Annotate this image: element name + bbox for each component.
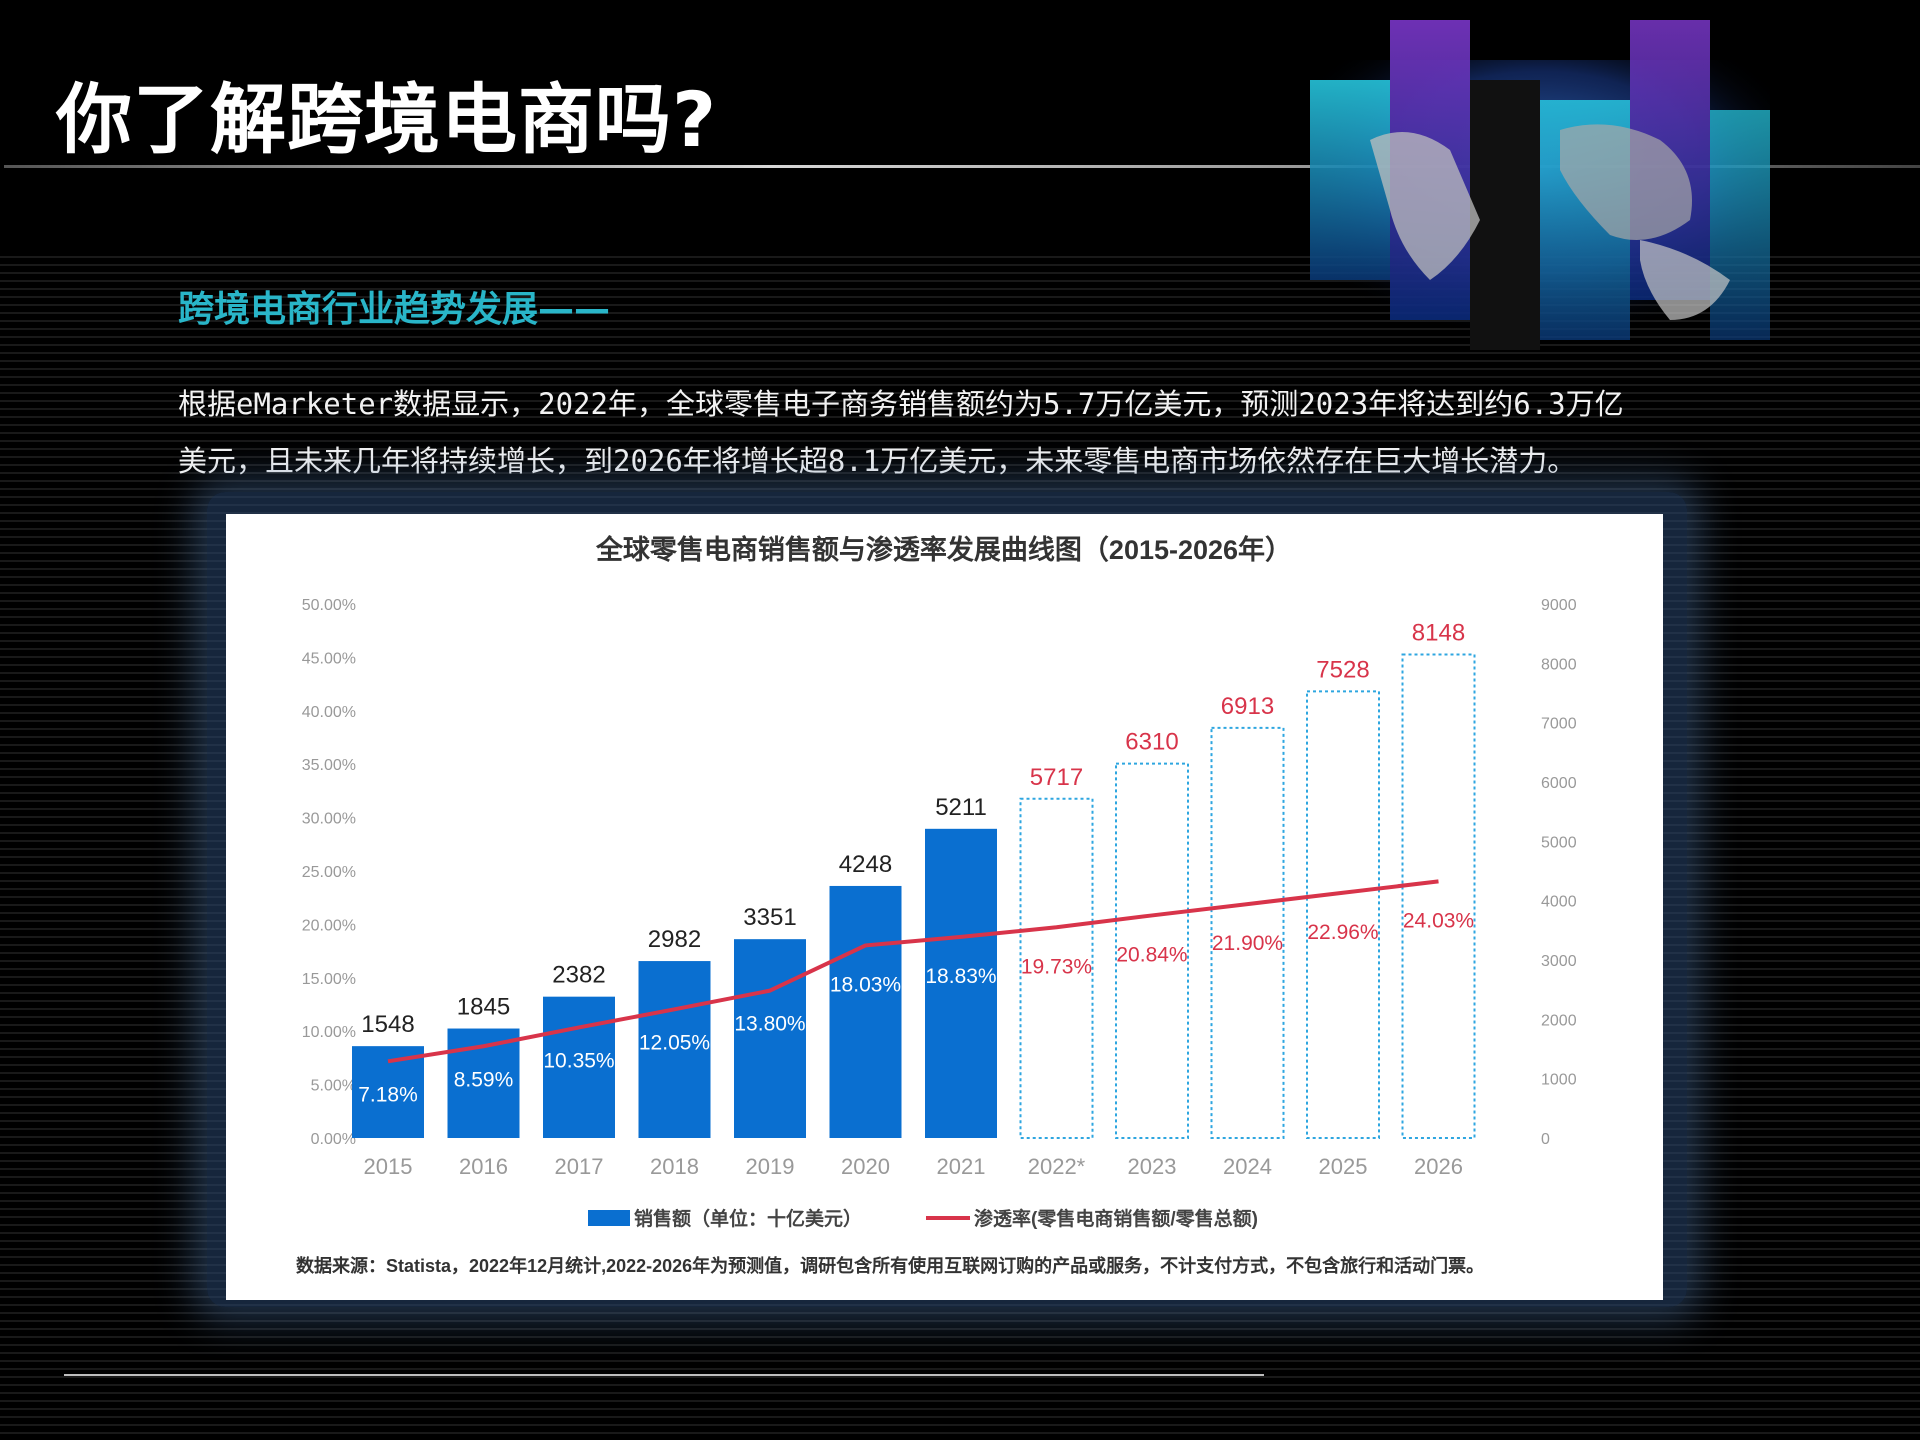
left-axis-tick-label: 25.00% [302,864,356,881]
forecast-bar [1210,726,1285,1139]
right-axis-tick-label: 5000 [1541,834,1577,851]
x-axis-tick-label: 2015 [364,1154,413,1179]
forecast-bar [1306,690,1380,1140]
penetration-rate-label: 19.73% [1021,955,1092,978]
bar-value-label: 8148 [1412,620,1465,647]
penetration-rate-line [387,879,1439,1064]
x-axis-tick-label: 2026 [1414,1154,1463,1179]
x-axis-tick-label: 2020 [841,1154,890,1179]
penetration-rate-label: 24.03% [1403,909,1474,932]
left-axis-tick-label: 0.00% [311,1131,356,1148]
forecast-bar [1401,653,1476,1139]
left-axis-tick-label: 20.00% [302,917,356,934]
right-axis-tick-label: 7000 [1541,716,1577,733]
penetration-rate-label: 18.03% [830,973,901,996]
left-axis-tick-label: 50.00% [302,597,356,614]
chart-source-note: 数据来源：Statista，2022年12月统计,2022-2026年为预测值，… [296,1255,1484,1276]
chart-svg: 全球零售电商销售额与渗透率发展曲线图（2015-2026年） 0.00% 5.00%… [296,534,1577,1276]
bar-value-label: 6913 [1221,693,1274,720]
forecast-bar [1019,797,1094,1139]
x-axis-tick-label: 2016 [459,1154,508,1179]
right-axis-tick-label: 8000 [1541,656,1577,673]
right-axis-tick-label: 3000 [1541,953,1577,970]
chart-title: 全球零售电商销售额与渗透率发展曲线图（2015-2026年） [595,534,1292,565]
intro-line-1: 根据eMarketer数据显示，2022年，全球零售电子商务销售额约为5.7万亿… [178,387,1624,421]
penetration-rate-label: 7.18% [358,1083,418,1106]
bar-value-label: 1548 [361,1011,414,1038]
sales-bar [829,885,902,1138]
right-axis-tick-label: 2000 [1541,1012,1577,1029]
x-axis-tick-label: 2023 [1128,1154,1177,1179]
bottom-divider [64,1374,1264,1376]
x-axis-tick-label: 2021 [937,1154,986,1179]
x-axis-tick-label: 2019 [746,1154,795,1179]
sales-bar [352,1046,424,1138]
left-axis-tick-label: 35.00% [302,757,356,774]
right-axis-tick-label: 0 [1541,1131,1550,1148]
bar-value-label: 3351 [743,904,796,931]
bar-value-label: 5211 [935,794,987,821]
section-subtitle: 跨境电商行业趋势发展—— [178,289,611,330]
penetration-rate-label: 20.84% [1116,943,1187,966]
legend-bar-label: 销售额（单位：十亿美元） [634,1207,862,1230]
left-axis-tick-label: 10.00% [302,1024,356,1041]
left-axis-tick-label: 45.00% [302,650,356,667]
intro-paragraph: 根据eMarketer数据显示，2022年，全球零售电子商务销售额约为5.7万亿… [178,376,1738,490]
bar-value-label: 2382 [552,962,605,989]
penetration-rate-label: 13.80% [734,1013,805,1036]
right-axis-tick-label: 6000 [1541,775,1577,792]
right-axis-tick-label: 4000 [1541,894,1577,911]
x-axis-tick-label: 2024 [1223,1154,1272,1179]
legend-bar-swatch [588,1210,630,1226]
bar-value-label: 4248 [839,851,892,878]
penetration-rate-label: 18.83% [925,965,996,988]
sales-bar [638,961,711,1138]
x-axis-tick-label: 2017 [555,1154,604,1179]
page-title: 你了解跨境电商吗? [56,75,718,164]
title-divider [4,165,1920,168]
bar-value-label: 2982 [648,926,701,953]
right-axis-tick-label: 1000 [1541,1072,1577,1089]
x-axis-tick-label: 2018 [650,1154,699,1179]
penetration-rate-label: 22.96% [1307,921,1378,944]
bar-value-label: 7528 [1316,656,1369,683]
bar-value-label: 1845 [457,994,510,1021]
penetration-rate-label: 21.90% [1212,932,1283,955]
penetration-rate-label: 12.05% [639,1031,710,1054]
sales-bar [543,996,615,1138]
bar-value-label: 6310 [1125,729,1178,756]
penetration-rate-label: 8.59% [454,1068,514,1091]
left-axis-tick-label: 5.00% [311,1078,356,1095]
globe-decoration-image [1310,20,1770,350]
chart-card: 全球零售电商销售额与渗透率发展曲线图（2015-2026年） 0.00% 5.00%… [226,514,1663,1300]
left-axis-tick-label: 15.00% [302,971,356,988]
forecast-bar [1115,762,1189,1140]
left-axis-tick-label: 40.00% [302,704,356,721]
intro-line-2: 美元，且未来几年将持续增长，到2026年将增长超8.1万亿美元，未来零售电商市场… [178,444,1577,478]
x-axis-tick-label: 2022* [1028,1154,1086,1179]
left-axis-tick-label: 30.00% [302,811,356,828]
x-axis-tick-label: 2025 [1319,1154,1368,1179]
bar-value-label: 5717 [1030,764,1083,791]
penetration-rate-label: 10.35% [543,1049,614,1072]
legend-line-label: 渗透率(零售电商销售额/零售总额) [974,1207,1258,1230]
sales-bar [734,939,806,1138]
sales-bar [925,828,997,1138]
right-axis-tick-label: 9000 [1541,597,1577,614]
